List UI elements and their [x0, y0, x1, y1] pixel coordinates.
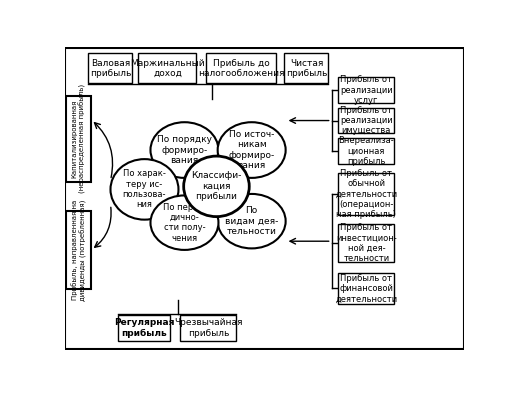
- FancyBboxPatch shape: [89, 53, 133, 83]
- FancyBboxPatch shape: [338, 108, 394, 133]
- Text: Регулярная
прибыль: Регулярная прибыль: [114, 318, 175, 338]
- FancyBboxPatch shape: [67, 211, 91, 289]
- Ellipse shape: [151, 195, 218, 250]
- FancyBboxPatch shape: [338, 224, 394, 262]
- FancyBboxPatch shape: [338, 273, 394, 304]
- Text: По
видам дея-
тельности: По видам дея- тельности: [225, 206, 278, 236]
- Text: По порядку
формиро-
вания: По порядку формиро- вания: [157, 135, 212, 165]
- Text: Прибыль от
обычной
деятельности
(операцион-
ная прибыль): Прибыль от обычной деятельности (операци…: [335, 169, 397, 219]
- Text: Прибыль от
финансовой
деятельности: Прибыль от финансовой деятельности: [335, 274, 397, 303]
- Text: Чистая
прибыль: Чистая прибыль: [286, 59, 327, 78]
- FancyBboxPatch shape: [338, 138, 394, 163]
- FancyBboxPatch shape: [181, 315, 236, 341]
- Ellipse shape: [218, 194, 286, 248]
- Ellipse shape: [184, 156, 249, 217]
- FancyBboxPatch shape: [138, 53, 197, 83]
- Text: Прибыль до
налогообложения: Прибыль до налогообложения: [198, 59, 285, 78]
- Text: Прибыль от
реализации
услуг: Прибыль от реализации услуг: [340, 75, 393, 105]
- Text: Прибыль, направленная на
дивиденды (потребленная): Прибыль, направленная на дивиденды (потр…: [71, 199, 87, 301]
- FancyBboxPatch shape: [338, 77, 394, 103]
- Text: Прибыль от
инвестицион-
ной дея-
тельности: Прибыль от инвестицион- ной дея- тельнос…: [336, 223, 397, 263]
- Text: Капитализированная
(нераспределенная прибыль): Капитализированная (нераспределенная при…: [72, 84, 86, 193]
- Text: По перио-
дично-
сти полу-
чения: По перио- дично- сти полу- чения: [163, 202, 206, 243]
- Text: По харак-
теру ис-
пользова-
ния: По харак- теру ис- пользова- ния: [123, 169, 166, 209]
- FancyBboxPatch shape: [67, 95, 91, 182]
- FancyBboxPatch shape: [338, 173, 394, 215]
- Ellipse shape: [218, 122, 286, 178]
- Text: Классифи-
кация
прибыли: Классифи- кация прибыли: [191, 171, 241, 201]
- Text: Прибыль от
реализации
имущества: Прибыль от реализации имущества: [340, 106, 393, 136]
- Ellipse shape: [151, 122, 218, 178]
- FancyBboxPatch shape: [284, 53, 329, 83]
- Text: Маржинальный
доход: Маржинальный доход: [130, 59, 205, 78]
- FancyBboxPatch shape: [206, 53, 277, 83]
- Text: Чрезвычайная
прибыль: Чрезвычайная прибыль: [174, 318, 243, 338]
- FancyBboxPatch shape: [66, 48, 463, 349]
- Text: Валовая
прибыль: Валовая прибыль: [90, 59, 131, 78]
- Text: По источ-
никам
формиро-
вания: По источ- никам формиро- вания: [229, 130, 275, 170]
- Ellipse shape: [110, 159, 179, 220]
- Text: Внереализа-
ционная
прибыль: Внереализа- ционная прибыль: [338, 136, 394, 166]
- FancyBboxPatch shape: [119, 315, 170, 341]
